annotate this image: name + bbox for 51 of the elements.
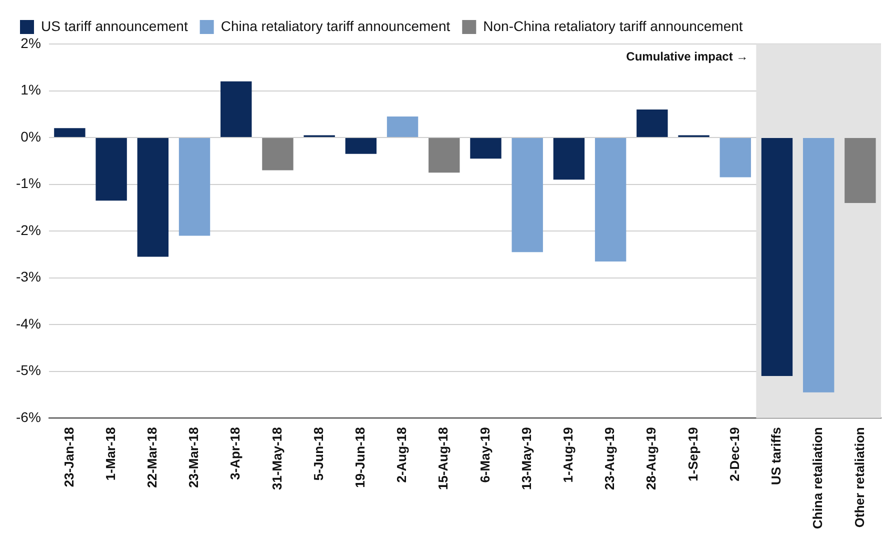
bar — [594, 138, 626, 262]
bar — [761, 138, 793, 376]
x-tick-label: Other retaliation — [852, 427, 867, 528]
bar — [220, 81, 252, 138]
x-tick-label: 5-Jun-18 — [310, 427, 326, 481]
y-tick-label: 2% — [20, 34, 41, 51]
y-tick-label: 1% — [20, 82, 41, 98]
x-tick-label: 3-Apr-18 — [228, 427, 243, 480]
y-tick-label: -4% — [16, 315, 41, 332]
x-tick-label: 23-Mar-18 — [186, 427, 202, 488]
x-tick-label: China retaliation — [810, 427, 826, 530]
x-tick-label: 28-Aug-19 — [644, 427, 659, 490]
legend-label: US tariff announcement — [41, 18, 188, 34]
y-tick-label: -3% — [16, 268, 41, 285]
x-tick-label: 22-Mar-18 — [144, 427, 160, 488]
legend-label: China retaliatory tariff announcement — [220, 18, 450, 34]
bar — [262, 138, 294, 170]
y-tick-label: -5% — [16, 362, 41, 378]
x-tick-label: 13-May-19 — [518, 427, 534, 490]
bar — [96, 138, 127, 201]
x-tick-label: 1-Aug-19 — [560, 427, 576, 483]
bar — [844, 138, 876, 204]
bar — [178, 138, 210, 236]
x-tick-label: 23-Aug-19 — [602, 427, 618, 490]
bar — [137, 138, 169, 257]
bar — [720, 138, 751, 178]
y-tick-label: 0% — [20, 128, 41, 144]
y-tick-label: -6% — [16, 409, 41, 426]
y-tick-label: -2% — [16, 222, 41, 238]
bar — [636, 109, 668, 138]
bar — [802, 138, 834, 392]
x-tick-label: 15-Aug-18 — [436, 427, 451, 490]
bar — [428, 138, 460, 173]
legend-label: Non-China retaliatory tariff announcement — [483, 18, 743, 34]
bar — [512, 138, 543, 252]
y-tick-label: -1% — [16, 175, 41, 192]
band-label: Cumulative impact → — [626, 49, 748, 64]
bar — [345, 138, 377, 154]
x-tick-label: 1-Mar-18 — [102, 427, 118, 481]
x-tick-label: 1-Sep-19 — [685, 427, 700, 482]
bar — [386, 116, 418, 138]
bar — [470, 138, 502, 159]
x-tick-label: 2-Dec-19 — [726, 427, 742, 482]
x-tick-label: 2-Aug-18 — [394, 427, 410, 483]
x-tick-label: 31-May-18 — [269, 427, 284, 490]
x-tick-label: 6-May-19 — [477, 427, 492, 483]
x-tick-label: US tariffs — [768, 427, 784, 485]
x-tick-label: 23-Jan-18 — [61, 427, 76, 488]
bar — [553, 138, 585, 180]
bar — [54, 128, 86, 138]
x-tick-label: 19-Jun-18 — [352, 427, 368, 488]
